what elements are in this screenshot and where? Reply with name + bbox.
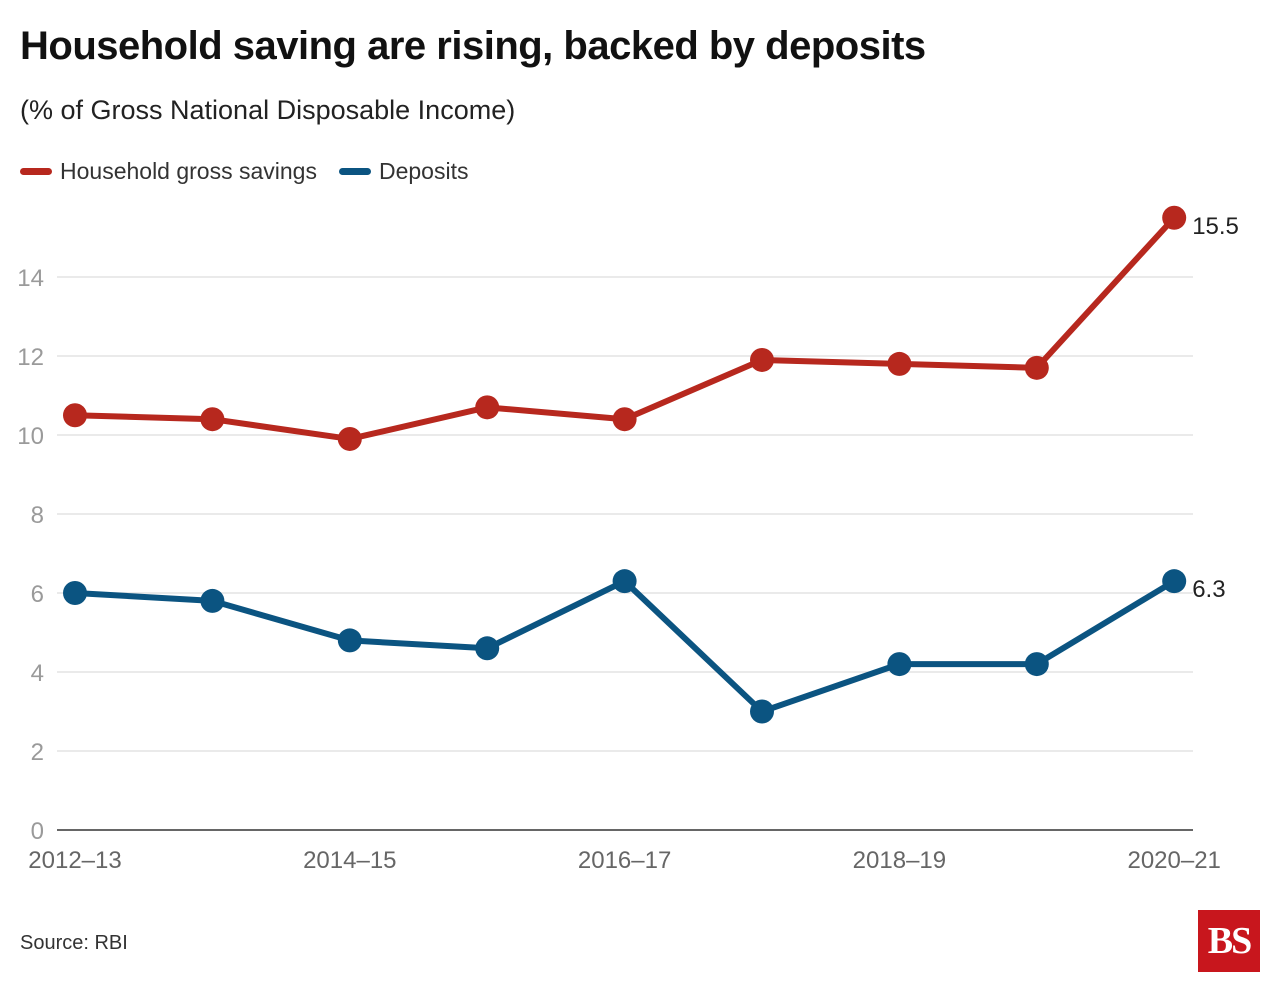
source-note: Source: RBI [20, 932, 128, 954]
y-tick-label: 0 [31, 818, 44, 845]
end-value-label-savings: 15.5 [1192, 213, 1239, 240]
legend-label-deposits: Deposits [378, 158, 469, 184]
data-point-savings [750, 347, 774, 372]
data-point-savings [1162, 205, 1187, 230]
data-point-savings [337, 426, 362, 451]
data-point-savings [1024, 355, 1049, 380]
data-point-deposits [475, 636, 500, 661]
x-tick-label: 2016–17 [578, 847, 671, 874]
series-line-deposits [72, 578, 1178, 715]
x-tick-label: 2020–21 [1127, 847, 1220, 874]
y-tick-label: 10 [17, 423, 44, 450]
legend-label-savings: Household gross savings [60, 158, 317, 184]
x-tick-label: 2018–19 [853, 847, 946, 874]
data-point-deposits [337, 628, 362, 653]
data-point-savings [612, 407, 637, 432]
chart-subtitle: (% of Gross National Disposable Income) [20, 95, 516, 125]
x-tick-label: 2012–13 [28, 847, 121, 874]
y-tick-label: 12 [17, 344, 44, 371]
brand-logo: BS [1198, 910, 1260, 972]
data-point-deposits [1024, 652, 1049, 677]
legend-item-savings: Household gross savings [20, 158, 317, 185]
legend-item-deposits: Deposits [338, 158, 469, 185]
data-point-deposits [200, 588, 225, 613]
y-tick-label: 6 [31, 581, 44, 608]
data-point-savings [200, 407, 225, 432]
data-point-deposits [612, 569, 637, 594]
end-value-label-deposits: 6.3 [1192, 576, 1225, 603]
legend: Household gross savings Deposits [20, 158, 490, 185]
y-tick-label: 8 [31, 502, 44, 529]
x-tick-label: 2014–15 [303, 847, 396, 874]
chart-title: Household saving are rising, backed by d… [20, 24, 926, 68]
legend-swatch-savings [20, 168, 52, 175]
data-point-savings [475, 395, 500, 420]
data-point-deposits [887, 652, 912, 677]
y-tick-label: 14 [17, 265, 44, 292]
y-tick-label: 2 [31, 739, 44, 766]
data-point-deposits [63, 581, 87, 605]
data-point-deposits [1162, 569, 1187, 594]
data-point-savings [63, 403, 87, 428]
y-tick-label: 4 [31, 660, 44, 687]
legend-swatch-deposits [338, 168, 371, 175]
data-point-deposits [750, 699, 774, 724]
data-point-savings [887, 351, 912, 376]
series-line-savings [72, 214, 1178, 442]
